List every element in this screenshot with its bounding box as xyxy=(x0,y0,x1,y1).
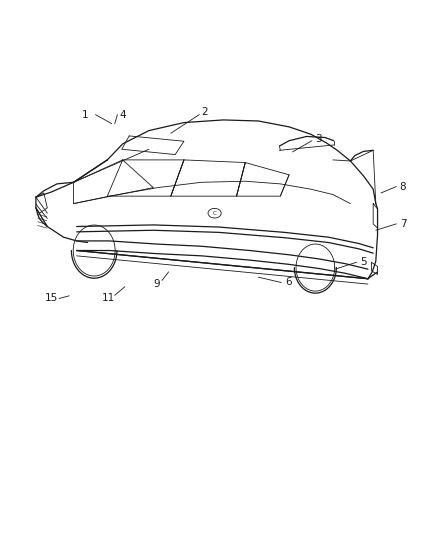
Text: C: C xyxy=(213,211,216,216)
Text: 9: 9 xyxy=(153,279,160,288)
Text: 1: 1 xyxy=(82,110,89,119)
Text: 15: 15 xyxy=(45,294,58,303)
Text: 11: 11 xyxy=(102,294,115,303)
Text: 3: 3 xyxy=(315,134,322,143)
Text: 5: 5 xyxy=(360,257,367,267)
Text: 6: 6 xyxy=(285,278,292,287)
Text: 4: 4 xyxy=(119,110,126,119)
Text: 8: 8 xyxy=(399,182,406,191)
Text: 2: 2 xyxy=(201,107,208,117)
Text: 7: 7 xyxy=(399,219,406,229)
